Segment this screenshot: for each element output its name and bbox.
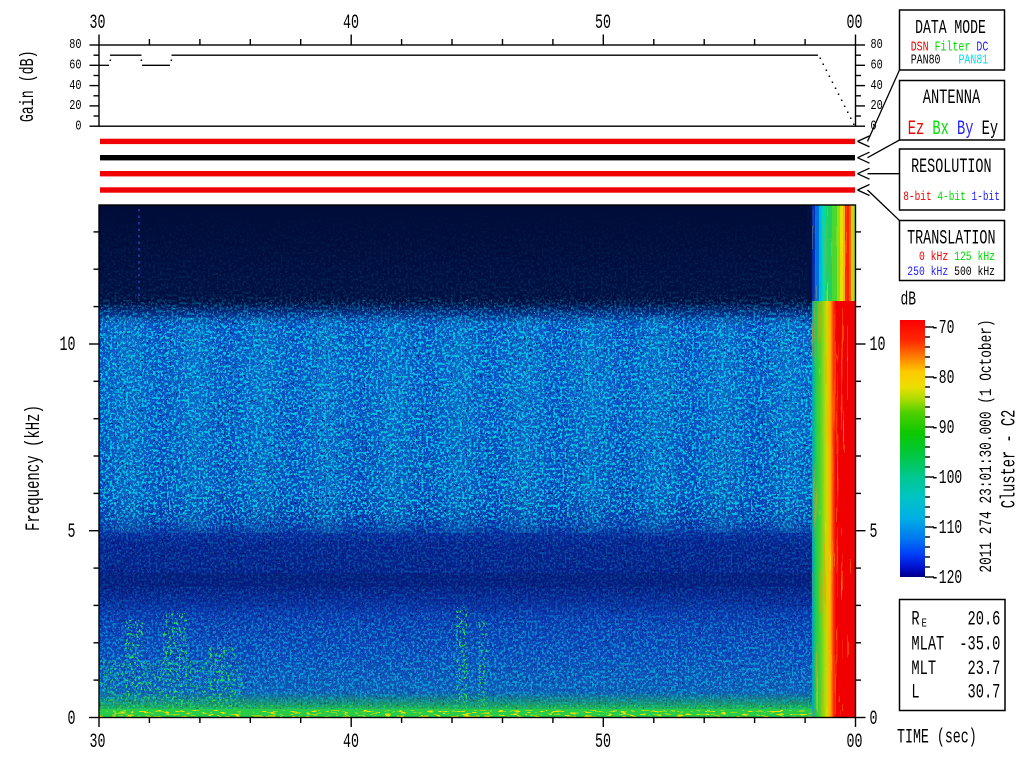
svg-text:-35.0: -35.0: [959, 633, 1000, 657]
svg-text:8-bit 4-bit 1-bit: 8-bit 4-bit 1-bit: [903, 191, 1000, 205]
svg-text:PAN80 PAN81: PAN80 PAN81: [911, 52, 989, 68]
svg-text:-120: -120: [931, 567, 962, 589]
svg-text:-80: -80: [931, 367, 954, 389]
svg-text:-70: -70: [931, 317, 954, 339]
svg-text:0: 0: [75, 118, 81, 134]
svg-text:40: 40: [343, 13, 359, 35]
svg-text:R: R: [911, 608, 920, 632]
svg-text:2011 274 23:01:30.000 (1 Octob: 2011 274 23:01:30.000 (1 October): [976, 319, 996, 572]
svg-text:10: 10: [870, 335, 886, 357]
svg-text:50: 50: [595, 732, 611, 754]
svg-text:Frequency (kHz): Frequency (kHz): [23, 405, 46, 531]
svg-text:Ez Bx By Ey: Ez Bx By Ey: [908, 117, 998, 141]
svg-text:23.7: 23.7: [968, 658, 1001, 682]
svg-text:30.7: 30.7: [968, 681, 1001, 705]
svg-text:40: 40: [343, 732, 359, 754]
svg-text:L: L: [911, 681, 919, 705]
svg-text:-110: -110: [931, 517, 962, 539]
svg-text:TRANSLATION: TRANSLATION: [907, 228, 995, 250]
svg-text:0 kHz 125 kHz: 0 kHz 125 kHz: [907, 250, 995, 265]
svg-text:20.6: 20.6: [968, 608, 1001, 632]
svg-text:0: 0: [871, 118, 877, 134]
svg-text:5: 5: [870, 522, 878, 544]
svg-text:40: 40: [69, 77, 81, 93]
svg-text:0: 0: [68, 709, 76, 731]
svg-text:10: 10: [60, 335, 76, 357]
svg-text:Cluster - C2: Cluster - C2: [999, 410, 1021, 509]
svg-text:40: 40: [871, 77, 883, 93]
svg-text:20: 20: [69, 98, 81, 114]
svg-text:Gain (dB): Gain (dB): [18, 50, 40, 122]
svg-text:TIME (sec): TIME (sec): [897, 727, 977, 749]
svg-text:00: 00: [847, 732, 863, 754]
svg-text:dB: dB: [900, 288, 916, 310]
svg-text:5: 5: [68, 522, 76, 544]
svg-text:60: 60: [871, 57, 883, 73]
svg-text:DATA MODE: DATA MODE: [915, 18, 986, 40]
svg-text:00: 00: [847, 13, 863, 35]
svg-text:MLAT: MLAT: [911, 633, 944, 657]
svg-text:MLT: MLT: [911, 658, 936, 682]
svg-text:80: 80: [69, 37, 81, 53]
svg-text:RESOLUTION: RESOLUTION: [911, 157, 991, 179]
svg-text:E: E: [922, 617, 927, 631]
svg-text:50: 50: [595, 13, 611, 35]
svg-text:30: 30: [90, 13, 106, 35]
svg-text:250 kHz 500 kHz: 250 kHz 500 kHz: [907, 265, 995, 280]
svg-text:80: 80: [871, 37, 883, 53]
svg-text:60: 60: [69, 57, 81, 73]
svg-text:30: 30: [90, 732, 106, 754]
svg-text:20: 20: [871, 98, 883, 114]
svg-text:DSN Filter DC: DSN Filter DC: [911, 39, 989, 55]
svg-text:0: 0: [870, 709, 878, 731]
svg-text:-90: -90: [931, 417, 954, 439]
svg-text:ANTENNA: ANTENNA: [923, 87, 981, 111]
svg-text:-100: -100: [931, 467, 962, 489]
